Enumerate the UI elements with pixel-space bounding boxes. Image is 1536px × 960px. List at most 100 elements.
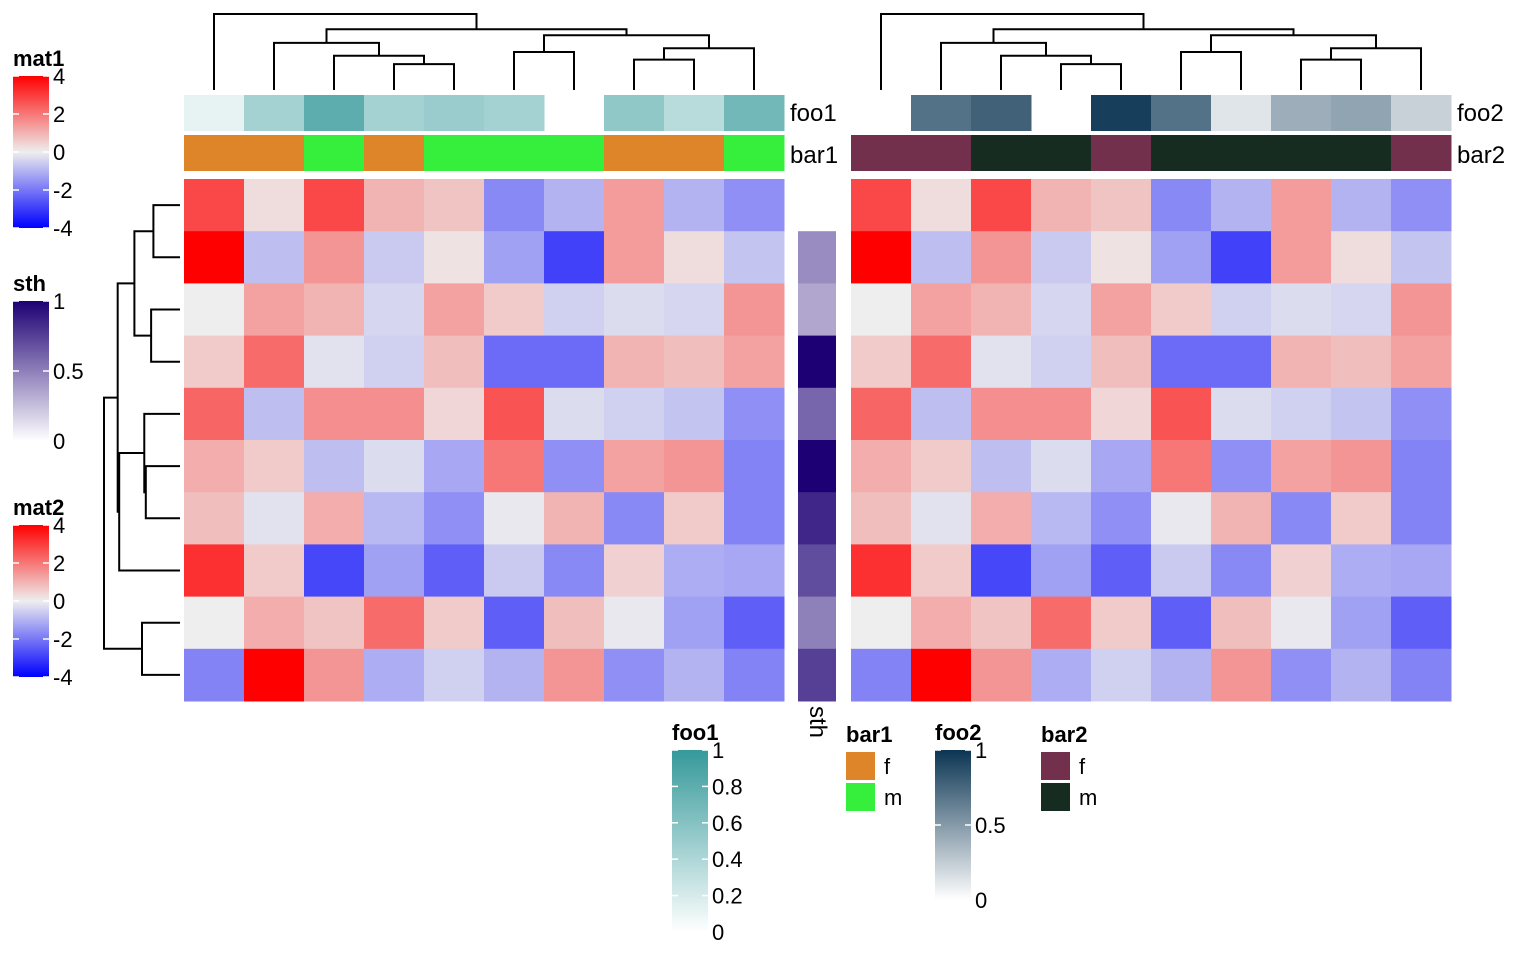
heatmap-cell	[604, 596, 665, 650]
heatmap-cell	[911, 231, 972, 284]
bar2-cell	[1271, 135, 1332, 171]
heatmap-cell	[664, 387, 725, 441]
annotation-label-foo1: foo1	[790, 100, 837, 127]
heatmap-cell	[911, 544, 972, 598]
dendrogram-branch	[633, 58, 695, 90]
heatmap-cell	[1031, 231, 1092, 284]
heatmap-cell	[1031, 492, 1092, 545]
heatmap-cell	[1031, 648, 1092, 702]
heatmap-cell	[971, 283, 1032, 337]
heatmap-cell	[1331, 544, 1392, 598]
column-dendrogram-mat1	[213, 13, 755, 90]
heatmap-cell	[1271, 596, 1332, 650]
dendrogram-branch	[543, 34, 710, 52]
legend-title-bar1: bar1	[846, 722, 892, 747]
legend-title-mat1: mat1	[13, 46, 64, 71]
heatmap-cell	[1031, 179, 1092, 232]
heatmap-cell	[1331, 387, 1392, 441]
heatmap-cell	[911, 648, 972, 702]
heatmap-cell	[1391, 648, 1452, 702]
heatmap-cell	[971, 335, 1032, 389]
heatmap-cell	[424, 335, 485, 389]
heatmap-cell	[304, 179, 365, 232]
foo1-cell	[604, 95, 665, 131]
heatmap-cell	[971, 179, 1032, 232]
heatmap-cell	[364, 335, 425, 389]
heatmap-cell	[664, 179, 725, 232]
heatmap-cell	[244, 492, 305, 545]
heatmap-cell	[484, 335, 545, 389]
dendrogram-branch	[273, 41, 380, 90]
legend-tick-label: 0	[712, 920, 724, 945]
heatmap-cell	[971, 544, 1032, 598]
heatmap-cell	[911, 440, 972, 493]
foo1-cell	[724, 95, 785, 131]
foo2-cell	[1331, 95, 1392, 131]
heatmap-cell	[424, 283, 485, 337]
heatmap-cell	[544, 231, 605, 284]
legend-swatch-f	[846, 752, 875, 780]
legend-title-foo1: foo1	[672, 720, 718, 745]
heatmap-cell	[724, 231, 785, 284]
dendrogram-branch	[1000, 54, 1092, 90]
legend-tick-label: 1	[53, 289, 65, 314]
heatmap-cell	[1211, 544, 1272, 598]
heatmap-cell	[1151, 596, 1212, 650]
dendrogram-branch	[213, 13, 478, 90]
heatmap-cell	[1271, 179, 1332, 232]
heatmap-cell	[1271, 492, 1332, 545]
heatmap-cell	[1391, 335, 1452, 389]
dendrogram-branch	[152, 204, 180, 259]
legend-tick-label: 0.5	[975, 813, 1006, 838]
heatmap-cell	[724, 387, 785, 441]
heatmap-cell	[544, 283, 605, 337]
heatmap-cell	[911, 596, 972, 650]
foo2-cell	[1151, 95, 1212, 131]
legend-tick-label: 0.4	[712, 847, 743, 872]
heatmap-cell	[424, 440, 485, 493]
heatmap-cell	[664, 544, 725, 598]
heatmap-cell	[851, 179, 912, 232]
foo2-cell	[1091, 95, 1152, 131]
heatmap-cell	[851, 231, 912, 284]
legend-tick-label: 0.2	[712, 884, 743, 909]
heatmap-cell	[184, 179, 245, 232]
heatmap-cell	[1211, 440, 1272, 493]
sth-cell	[798, 335, 836, 389]
heatmap-cell	[424, 544, 485, 598]
legend-tick-label: 0.8	[712, 774, 743, 799]
heatmap-cell	[364, 596, 425, 650]
sth-cell	[798, 387, 836, 441]
legend-level-label: f	[1079, 754, 1086, 779]
heatmap-cell	[911, 492, 972, 545]
heatmap-cell	[1391, 596, 1452, 650]
heatmap-cell	[244, 440, 305, 493]
heatmap-cell	[1091, 231, 1152, 284]
heatmap-cell	[724, 596, 785, 650]
heatmap-cell	[364, 231, 425, 284]
heatmap-cell	[304, 231, 365, 284]
heatmap-cell	[724, 492, 785, 545]
sth-cell	[798, 283, 836, 337]
legend-tick-label: 1	[975, 738, 987, 763]
legend-swatch-f	[1041, 752, 1070, 780]
heatmap-cell	[1151, 492, 1212, 545]
heatmap-cell	[1271, 231, 1332, 284]
legend-level-label: m	[884, 785, 902, 810]
heatmap-cell	[851, 387, 912, 441]
foo1-cell	[484, 95, 545, 131]
legend-tick-label: 1	[712, 738, 724, 763]
heatmap-cell	[304, 544, 365, 598]
foo2-cell	[911, 95, 972, 131]
heatmap-cell	[484, 231, 545, 284]
heatmap-cell	[1211, 335, 1272, 389]
legend-title-sth: sth	[13, 271, 46, 296]
heatmap-cell	[1151, 544, 1212, 598]
heatmap-cell	[664, 231, 725, 284]
heatmap-cell	[364, 283, 425, 337]
heatmap-cell	[664, 648, 725, 702]
dendrogram-branch	[118, 452, 180, 572]
heatmap-cell	[244, 648, 305, 702]
heatmap-cell	[1091, 335, 1152, 389]
heatmap-cell	[1271, 440, 1332, 493]
